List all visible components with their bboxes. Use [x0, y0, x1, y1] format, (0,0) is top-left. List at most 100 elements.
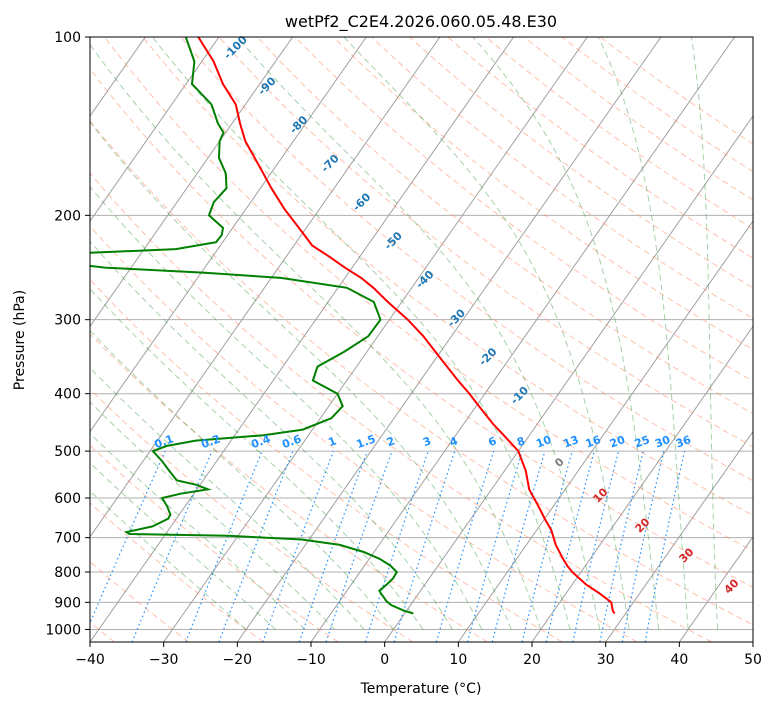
- dry-adiabat: [90, 172, 712, 642]
- y-axis-label: Pressure (hPa): [12, 290, 28, 390]
- moist-adiabat-label: 0: [552, 455, 567, 470]
- y-tick-label: 600: [54, 491, 81, 507]
- mixing-ratio-line: [545, 450, 595, 642]
- mixing-ratio-line: [621, 450, 665, 642]
- y-tick-label: 200: [54, 208, 81, 224]
- dry-adiabat: [409, 37, 753, 289]
- mixing-ratio-label: 0.4: [249, 432, 272, 451]
- mixing-ratio-label: 6: [487, 434, 499, 449]
- dry-adiabat: [142, 37, 753, 516]
- dry-adiabat: [523, 37, 753, 201]
- mixing-ratio-label: 4: [448, 434, 460, 449]
- y-tick-label: 800: [54, 565, 81, 581]
- dry-adiabat: [485, 37, 753, 230]
- isotherm-line: [605, 430, 753, 642]
- moist-adiabat: [90, 329, 394, 630]
- moist-adiabat-label: 10: [591, 485, 611, 505]
- dry-adiabat: [218, 37, 753, 448]
- x-tick-label: 50: [744, 652, 762, 668]
- dry-adiabat: [256, 37, 753, 415]
- moist-adiabat: [90, 288, 424, 630]
- y-tick-label: 1000: [45, 622, 81, 638]
- isotherm-line: [90, 37, 294, 328]
- isotherm-line: [0, 37, 72, 642]
- mixing-ratio-label: 25: [633, 433, 652, 450]
- mixing-ratio-line: [644, 450, 686, 642]
- dry-adiabat-label: -90: [255, 74, 278, 97]
- dry-adiabat-label: -80: [287, 113, 310, 136]
- y-tick-label: 400: [54, 387, 81, 403]
- isotherm-line: [457, 220, 753, 642]
- mixing-ratio-label: 30: [653, 433, 672, 451]
- mixing-ratio-label: 8: [515, 434, 527, 449]
- x-tick-label: 30: [597, 652, 615, 668]
- isotherm-line: [531, 325, 753, 642]
- temperature-line: [197, 37, 616, 615]
- y-tick-label: 100: [54, 30, 81, 46]
- moist-adiabat: [90, 367, 365, 630]
- dry-adiabat: [90, 68, 753, 589]
- y-tick-label: 500: [54, 444, 81, 460]
- mixing-ratio-line: [218, 450, 294, 642]
- mixing-ratio-line: [325, 450, 393, 642]
- mixing-ratio-line: [466, 450, 523, 642]
- mixing-ratio-label: 0.1: [153, 432, 176, 451]
- mixing-ratio-line: [491, 450, 546, 642]
- mixing-ratio-line: [521, 450, 573, 642]
- dry-adiabat-label: -30: [445, 306, 468, 329]
- dry-adiabat: [90, 225, 638, 642]
- mixing-ratio-line: [599, 450, 644, 642]
- mixing-ratio-label: 16: [584, 433, 603, 451]
- moist-adiabat: [90, 43, 542, 630]
- x-tick-label: 0: [380, 652, 389, 668]
- plot-area: [0, 37, 753, 642]
- chart-title: wetPf2_C2E4.2026.060.05.48.E30: [285, 12, 557, 32]
- mixing-ratio-line: [262, 450, 335, 642]
- x-tick-label: −30: [149, 652, 179, 668]
- moist-adiabat-label: 20: [633, 515, 653, 535]
- dry-adiabat: [90, 388, 414, 642]
- moist-adiabat: [690, 37, 719, 630]
- dry-adiabat-label: -40: [413, 268, 436, 291]
- plot-frame: [89, 36, 754, 643]
- y-tick-label: 700: [54, 531, 81, 547]
- mixing-ratio-label: 3: [421, 434, 433, 449]
- x-tick-label: 40: [670, 652, 688, 668]
- moist-adiabat: [90, 462, 276, 630]
- moist-adiabat: [90, 240, 453, 630]
- moist-adiabat: [90, 121, 512, 630]
- dry-adiabat: [447, 37, 753, 259]
- moist-adiabat-label: 30: [677, 545, 697, 565]
- dry-adiabat: [104, 37, 753, 552]
- dry-adiabat-label: -70: [319, 152, 342, 175]
- isotherm-line: [384, 115, 753, 642]
- moist-adiabat: [472, 37, 660, 630]
- mixing-ratio-line: [185, 450, 263, 642]
- x-tick-label: 10: [449, 652, 467, 668]
- y-tick-label: 300: [54, 313, 81, 329]
- isotherm-line: [90, 37, 441, 538]
- mixing-ratio-label: 10: [534, 433, 553, 451]
- moist-adiabat: [597, 37, 689, 630]
- isotherm-line: [163, 37, 588, 642]
- moist-adiabat: [90, 432, 306, 630]
- mixing-ratio-label: 0.2: [199, 432, 222, 451]
- dry-adiabat: [90, 502, 264, 642]
- isotherm-line: [752, 641, 753, 642]
- isotherm-line: [678, 535, 753, 642]
- dry-adiabat: [371, 37, 753, 320]
- mixing-ratio-label: 36: [674, 433, 693, 451]
- dry-adiabat: [90, 333, 488, 642]
- x-axis-label: Temperature (°C): [360, 681, 482, 697]
- moist-adiabat: [152, 37, 571, 630]
- x-tick-label: 20: [523, 652, 541, 668]
- dewpoint-line: [90, 37, 414, 615]
- dry-adiabat: [90, 561, 190, 642]
- x-tick-label: −10: [296, 652, 326, 668]
- mixing-ratio-line: [364, 450, 429, 642]
- moist-adiabat: [343, 37, 630, 630]
- mixing-ratio-line: [435, 450, 495, 642]
- mixing-ratio-line: [572, 450, 620, 642]
